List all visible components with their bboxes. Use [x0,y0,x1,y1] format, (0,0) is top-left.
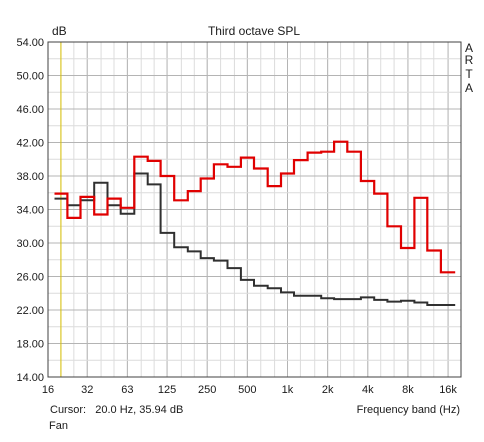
y-axis-label: dB [52,24,67,38]
x-tick-label: 16 [42,384,54,396]
y-tick-label: 54.00 [16,37,44,49]
y-tick-label: 42.00 [16,138,44,150]
y-tick-label: 38.00 [16,171,44,183]
x-tick-label: 63 [121,384,133,396]
plot-frame [47,41,462,378]
brand-letter-4: A [465,81,473,95]
y-axis-ticks: 54.00 50.00 46.00 42.00 38.00 34.00 30.00 26.00… [16,37,44,384]
y-tick-label: 18.00 [16,339,44,351]
x-tick-label: 4k [362,384,374,396]
series-line-red [54,140,456,274]
y-tick-label: 26.00 [16,272,44,284]
x-tick-label: 500 [238,384,256,396]
y-tick-label: 22.00 [16,305,44,317]
chart-title: Third octave SPL [208,24,300,38]
cursor-readout: Cursor: 20.0 Hz, 35.94 dB [50,404,183,416]
y-tick-label: 50.00 [16,71,44,83]
y-tick-label: 14.00 [16,372,44,384]
brand-letter-3: T [465,67,473,81]
x-tick-label: 125 [158,384,176,396]
x-tick-label: 250 [198,384,216,396]
x-tick-label: 1k [282,384,294,396]
x-axis-ticks: 16 32 63 125 250 500 1k 2k 4k 8k 16k [42,384,458,396]
brand-letter-1: A [465,41,473,55]
x-axis-label: Frequency band (Hz) [357,404,460,416]
x-tick-label: 2k [322,384,334,396]
x-tick-label: 32 [81,384,93,396]
x-tick-label: 8k [402,384,414,396]
y-tick-label: 46.00 [16,104,44,116]
measurement-name: Fan [49,420,68,432]
x-tick-label: 16k [439,384,457,396]
y-tick-label: 34.00 [16,205,44,217]
brand-letter-2: R [465,53,474,67]
series-layer [54,140,456,306]
y-tick-label: 30.00 [16,238,44,250]
grid [47,41,461,378]
